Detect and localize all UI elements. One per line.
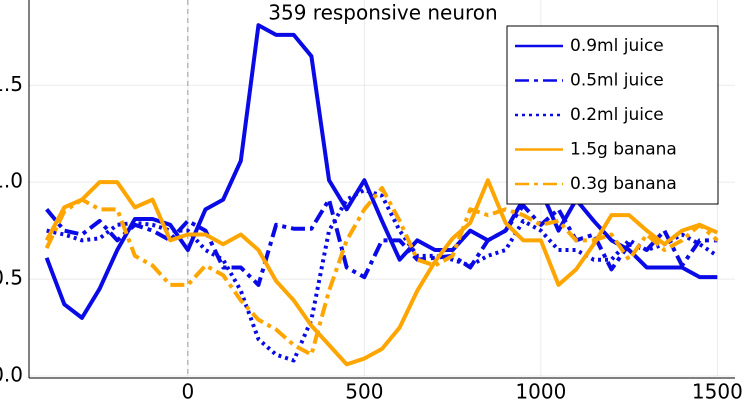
series-line <box>46 187 719 363</box>
x-tick-label: 500 <box>345 380 383 400</box>
series-line <box>45 197 718 287</box>
series-line <box>44 23 718 320</box>
y-tick-label: 0.5 <box>0 266 23 290</box>
legend-label: 0.2ml juice <box>570 105 664 125</box>
legend-label: 0.9ml juice <box>570 36 664 56</box>
legend: 0.9ml juice 0.5ml juice 0.2ml juice 1.5g ba… <box>506 25 719 205</box>
y-tick-label: 1.5 <box>0 72 23 96</box>
legend-label: 1.5g banana <box>570 140 677 160</box>
series-line <box>44 178 719 367</box>
x-tick-label: 1000 <box>515 380 566 400</box>
series-line <box>44 186 719 357</box>
x-tick-label: 1500 <box>692 380 743 400</box>
x-tick-label: 0 <box>181 380 194 400</box>
legend-label: 0.5ml juice <box>570 71 664 91</box>
legend-label: 0.3g banana <box>570 174 677 194</box>
chart-title: 359 responsive neuron <box>268 1 497 25</box>
y-tick-label: 1.0 <box>0 169 23 193</box>
y-tick-label: 0.0 <box>0 363 23 387</box>
legend-box <box>506 25 719 205</box>
